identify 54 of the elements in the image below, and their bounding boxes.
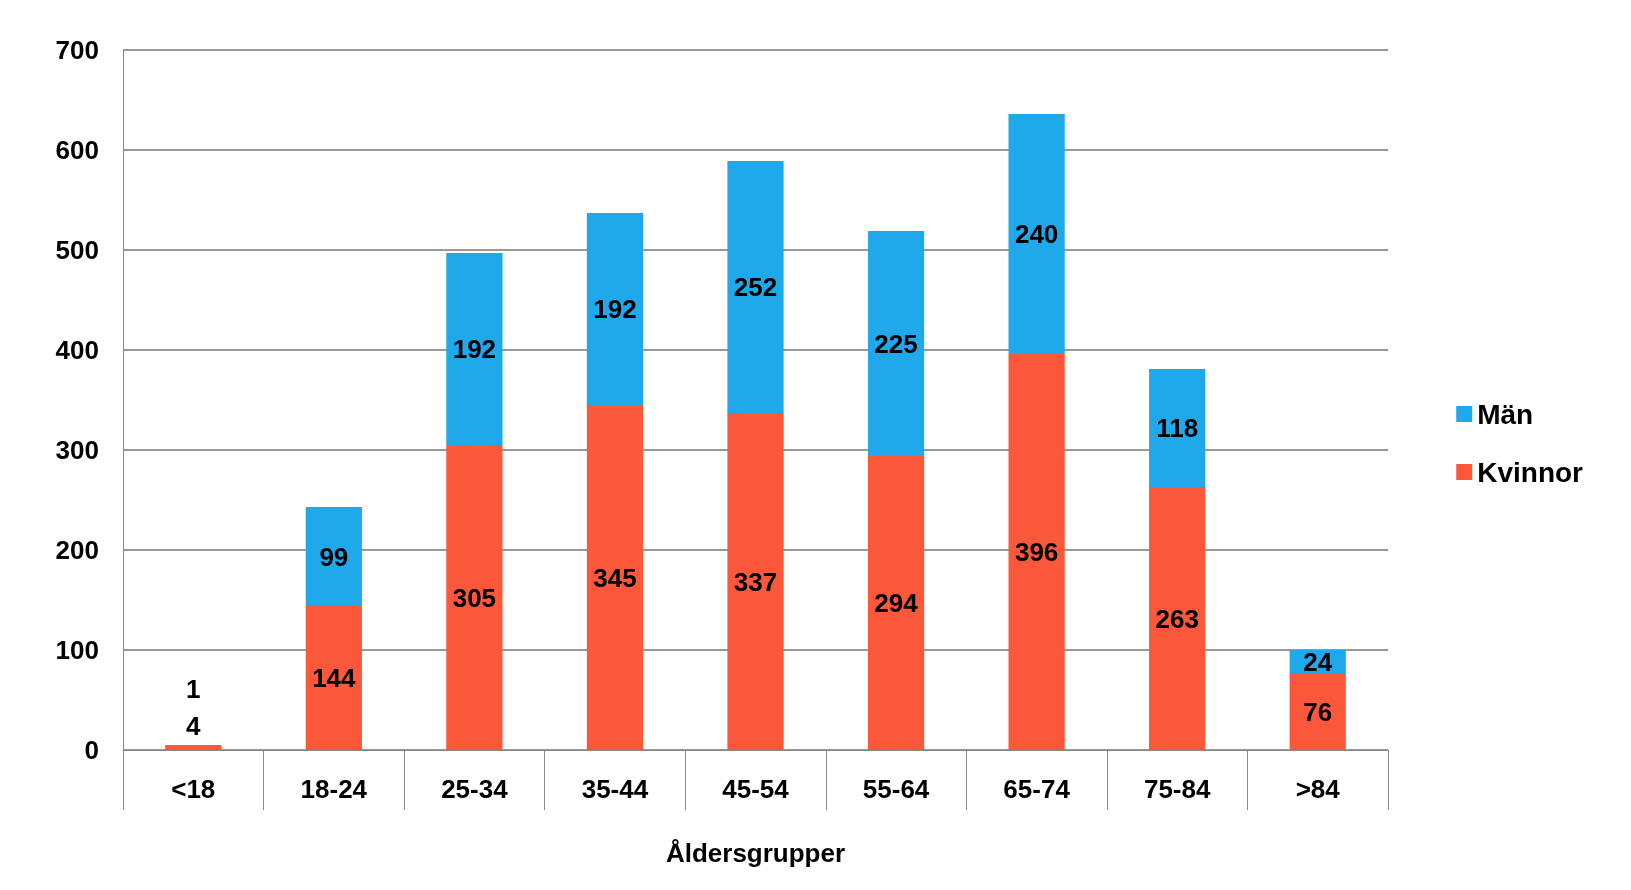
data-label: 24 [1303, 647, 1333, 677]
data-label: 345 [593, 562, 637, 593]
y-tick-label: 100 [55, 635, 99, 665]
bar [867, 231, 925, 456]
data-label: 252 [733, 272, 778, 302]
data-label: 4 [186, 711, 202, 741]
bar [1008, 114, 1065, 354]
data-label: 240 [1014, 219, 1059, 249]
x-tick-label: >84 [1295, 774, 1341, 804]
bar [305, 606, 362, 750]
x-tick-label: 45-54 [722, 774, 790, 804]
bar [1289, 674, 1346, 750]
bar [1008, 354, 1065, 750]
data-label: 118 [1156, 413, 1199, 443]
x-tick-label: 18-24 [300, 774, 368, 804]
data-label: 1 [186, 674, 201, 704]
x-tick-label: 35-44 [581, 774, 649, 804]
y-tick-label: 600 [55, 135, 99, 165]
bar [446, 253, 503, 445]
bar [446, 445, 503, 750]
x-tick-label: 75-84 [1143, 774, 1211, 804]
bar [165, 746, 222, 750]
y-tick-label: 700 [55, 35, 99, 65]
bar [305, 507, 362, 606]
y-tick-label: 400 [55, 335, 99, 365]
bar [586, 213, 644, 405]
x-tick-label: 25-34 [441, 774, 509, 804]
bar [727, 413, 784, 750]
data-label: 225 [874, 328, 918, 359]
y-tick-label: 200 [55, 535, 99, 565]
data-label: 396 [1014, 537, 1059, 567]
bar [1149, 369, 1206, 487]
x-axis-title: Åldersgrupper [665, 838, 846, 868]
data-label: 263 [1155, 603, 1199, 634]
data-label: 76 [1303, 697, 1333, 727]
bar [867, 456, 925, 750]
y-tick-label: 500 [55, 235, 99, 265]
legend-label: Kvinnor [1477, 456, 1584, 488]
data-label: 305 [452, 582, 497, 613]
x-tick-label: 55-64 [862, 774, 930, 804]
x-tick-label: <18 [171, 774, 216, 804]
bar [1149, 487, 1206, 750]
data-label: 294 [874, 588, 919, 618]
data-label: 337 [733, 566, 778, 597]
data-label: 99 [319, 541, 349, 572]
x-tick-label: 65-74 [1003, 774, 1071, 804]
bar [727, 161, 784, 413]
legend-label: Män [1477, 398, 1534, 430]
y-tick-label: 300 [55, 435, 99, 465]
y-tick-label: 0 [84, 735, 99, 765]
data-label: 192 [593, 294, 637, 324]
data-label: 192 [452, 334, 497, 364]
data-label: 144 [312, 663, 357, 693]
bar [586, 405, 644, 750]
